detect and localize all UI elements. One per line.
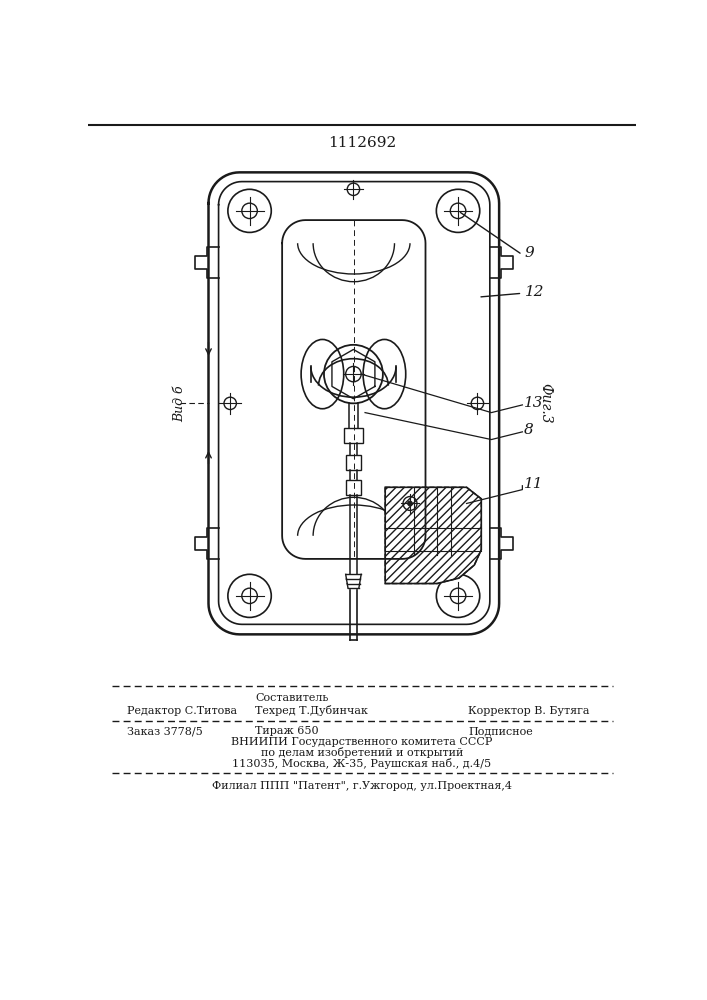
- Text: Фиг.3: Фиг.3: [539, 383, 553, 424]
- Text: Корректор В. Бутяга: Корректор В. Бутяга: [468, 706, 590, 716]
- Text: 113035, Москва, Ж-35, Раушская наб., д.4/5: 113035, Москва, Ж-35, Раушская наб., д.4…: [233, 758, 491, 769]
- Text: 9: 9: [525, 246, 534, 260]
- Text: Составитель: Составитель: [255, 693, 328, 703]
- Text: 8: 8: [524, 423, 534, 437]
- Text: ВНИИПИ Государственного комитета СССР: ВНИИПИ Государственного комитета СССР: [231, 737, 493, 747]
- Text: 12: 12: [525, 285, 544, 299]
- Text: 13: 13: [524, 396, 544, 410]
- Text: Заказ 3778/5: Заказ 3778/5: [127, 726, 203, 736]
- Text: Редактор С.Титова: Редактор С.Титова: [127, 706, 238, 716]
- Text: Подписное: Подписное: [468, 726, 533, 736]
- Circle shape: [408, 501, 412, 506]
- Text: Техред Т.Дубинчак: Техред Т.Дубинчак: [255, 705, 368, 716]
- Text: 11: 11: [524, 477, 544, 491]
- Polygon shape: [385, 487, 481, 584]
- Text: Филиал ППП "Патент", г.Ужгород, ул.Проектная,4: Филиал ППП "Патент", г.Ужгород, ул.Проек…: [212, 781, 512, 791]
- Text: Тираж 650: Тираж 650: [255, 726, 319, 736]
- Text: Вид б: Вид б: [173, 385, 187, 422]
- Text: 1112692: 1112692: [328, 136, 396, 150]
- Text: по делам изобретений и открытий: по делам изобретений и открытий: [261, 747, 463, 758]
